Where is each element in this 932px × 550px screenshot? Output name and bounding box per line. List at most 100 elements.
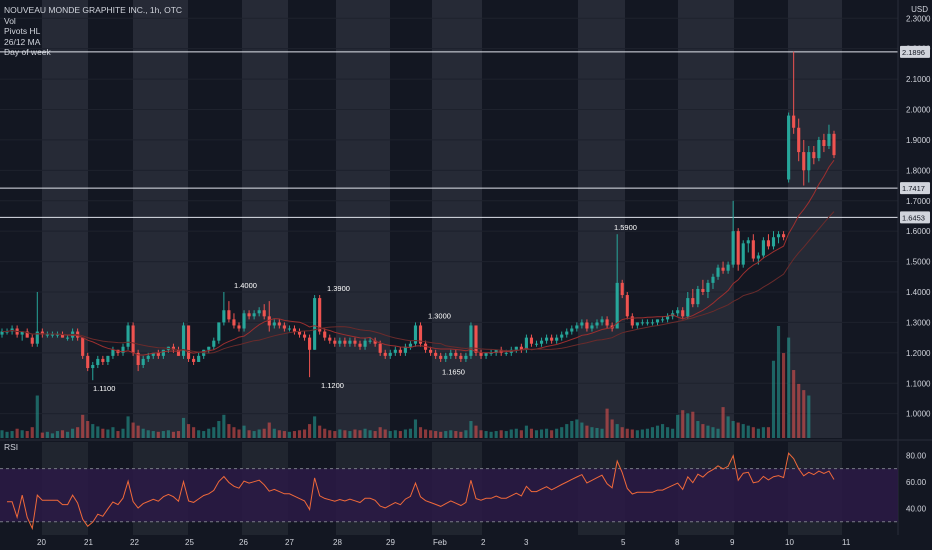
- volume-bar: [711, 427, 715, 438]
- y-tick-label: 1.9000: [906, 136, 931, 145]
- volume-bar: [630, 429, 634, 438]
- pivot-label: 1.4000: [234, 281, 257, 290]
- candle-body: [398, 349, 402, 353]
- day-shade-3: [336, 0, 390, 438]
- volume-bar: [40, 432, 44, 438]
- volume-bar: [751, 427, 755, 438]
- volume-bar: [313, 416, 317, 438]
- day-shade-1: [133, 0, 188, 438]
- volume-bar: [287, 431, 291, 438]
- candle-body: [192, 358, 196, 362]
- x-tick-label: 2: [481, 538, 486, 547]
- candle-body: [65, 337, 70, 339]
- candle-body: [348, 340, 352, 344]
- candle-body: [635, 322, 639, 326]
- volume-bar: [257, 429, 261, 438]
- candle-body: [176, 349, 181, 356]
- volume-bar: [171, 431, 176, 438]
- ma-26-line: [2, 211, 835, 354]
- rsi-tick-label: 60.00: [906, 478, 927, 487]
- volume-bar: [706, 425, 710, 438]
- x-tick-label: 26: [239, 538, 248, 547]
- volume-bar: [459, 431, 463, 438]
- volume-bar: [585, 425, 589, 438]
- legend-volume: Vol: [4, 15, 16, 26]
- candle-body: [459, 355, 463, 359]
- volume-bar: [111, 427, 115, 438]
- candle-body: [676, 310, 680, 314]
- candle-body: [403, 346, 407, 353]
- pivot-label: 1.3000: [428, 311, 451, 320]
- candle-body: [373, 340, 377, 344]
- volume-bar: [575, 419, 579, 438]
- volume-bar: [116, 431, 120, 438]
- candle-body: [227, 310, 231, 320]
- candle-body: [766, 240, 771, 247]
- x-tick-label: 21: [84, 538, 93, 547]
- candle-body: [721, 267, 725, 271]
- candle-body: [232, 319, 236, 326]
- candle-body: [792, 115, 796, 128]
- candle-body: [545, 337, 549, 341]
- candle-body: [257, 310, 261, 314]
- volume-bar: [5, 431, 9, 438]
- ma-12-line: [2, 159, 835, 356]
- y-tick-label: 1.6000: [906, 227, 931, 236]
- x-tick-label: 8: [675, 538, 680, 547]
- candle-body: [519, 346, 523, 350]
- volume-bar: [20, 430, 24, 438]
- candle-body: [363, 340, 367, 347]
- candle-body: [50, 334, 54, 336]
- volume-bar: [10, 431, 14, 438]
- candle-body: [449, 352, 453, 356]
- volume-bar: [605, 408, 609, 438]
- volume-bar: [555, 428, 559, 438]
- candle-body: [469, 325, 473, 356]
- volume-bar: [181, 417, 186, 438]
- volume-bar: [640, 429, 644, 438]
- volume-bar: [202, 431, 206, 438]
- volume-bar: [802, 390, 806, 438]
- volume-bar: [333, 431, 337, 438]
- candle-body: [126, 325, 130, 347]
- volume-bar: [35, 395, 39, 438]
- volume-bar: [484, 431, 488, 438]
- x-tick-label: 20: [37, 538, 46, 547]
- volume-bar: [797, 383, 801, 438]
- volume-bar: [580, 422, 584, 438]
- volume-bar: [55, 431, 60, 438]
- candle-body: [776, 234, 781, 238]
- candle-body: [383, 352, 387, 356]
- candle-body: [580, 322, 584, 326]
- volume-bar: [413, 419, 418, 438]
- candle-body: [605, 319, 609, 326]
- candle-body: [650, 322, 655, 324]
- candle-body: [807, 152, 811, 171]
- rsi-tick-label: 40.00: [906, 504, 927, 513]
- candle-body: [812, 152, 816, 159]
- day-shade-6: [678, 0, 734, 438]
- volume-bar: [25, 431, 29, 438]
- volume-bar: [610, 419, 614, 438]
- volume-bar: [222, 414, 226, 438]
- volume-bar: [489, 431, 493, 438]
- volume-bar: [464, 430, 468, 438]
- candle-body: [590, 325, 594, 329]
- volume-bar: [504, 431, 508, 438]
- candle-body: [413, 325, 418, 344]
- volume-bar: [378, 427, 382, 438]
- candle-body: [131, 325, 135, 353]
- y-tick-label: 2.3000: [906, 14, 931, 23]
- currency-label: USD: [911, 5, 928, 14]
- volume-bar: [696, 421, 700, 438]
- volume-bar: [686, 413, 690, 438]
- candle-body: [771, 237, 776, 247]
- volume-bar: [645, 428, 649, 438]
- volume-bar: [787, 337, 791, 438]
- volume-bar: [388, 431, 392, 438]
- volume-bar: [499, 430, 503, 438]
- candle-body: [817, 139, 821, 159]
- day-shade-2: [242, 0, 288, 438]
- level-tag-2: [900, 211, 930, 224]
